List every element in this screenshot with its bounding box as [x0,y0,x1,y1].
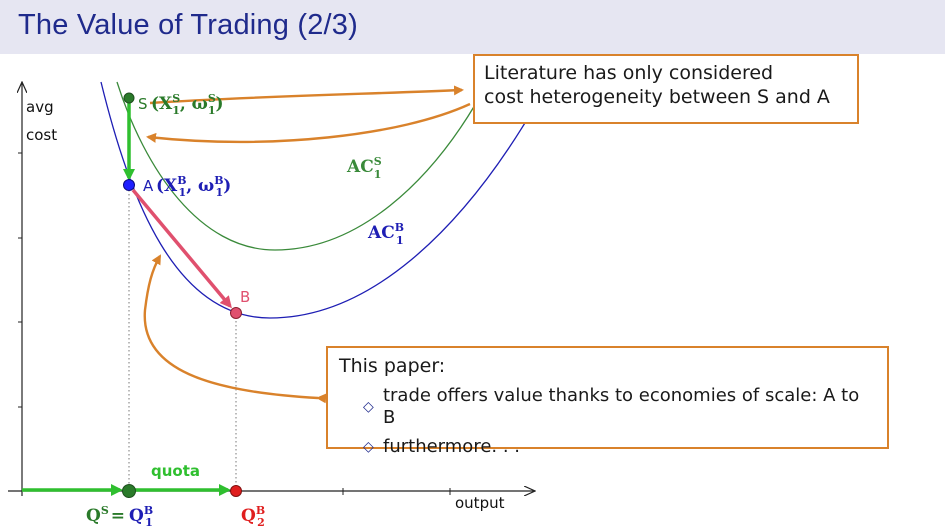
paper-bullet: ◇ furthermore. . . [363,436,876,458]
ac-b-curve [100,81,529,319]
point-q2 [230,485,242,497]
title-bar [0,0,945,54]
arrow-paper [143,254,327,404]
literature-line-1: Literature has only considered [484,62,774,84]
svg-text:S: S [138,95,148,113]
svg-text:(XB1, ωB1): (XB 1, ωB 1) [156,174,231,199]
point-s [123,92,135,104]
diamond-bullet-icon: ◇ [363,439,374,455]
diamond-bullet-icon: ◇ [363,399,374,415]
y-ticks [18,152,22,408]
slide-title: The Value of Trading (2/3) [18,9,358,41]
ac-b-label: ACB 1 [367,221,404,247]
ac-s-curve [116,81,476,251]
paper-heading: This paper: [339,355,446,377]
paper-box: This paper: ◇ trade offers value thanks … [326,346,889,457]
point-a [123,179,135,191]
paper-bullet-text: trade offers value thanks to economies o… [382,385,860,428]
arrow-literature-left [146,102,471,144]
literature-line-2: cost heterogeneity between S and A [484,86,830,108]
svg-text:(XS1, ωS1): (XS 1, ωS 1) [151,92,224,117]
x-axis-label: output [455,494,505,512]
point-qs [122,484,136,498]
paper-bullet: ◇ trade offers value thanks to economies… [363,385,876,429]
y-axis-label-cost: cost [26,126,57,144]
qs-equals-qb1-label: QS = QB 1 [86,504,153,529]
point-a-label: A (XB 1, ωB 1) [143,174,231,199]
quota-label: quota [151,462,200,480]
arrow-literature-right [149,85,464,105]
qb2-label: QB 2 [241,504,265,529]
y-axis-label-avg: avg [26,98,54,116]
svg-text:A: A [143,177,154,195]
literature-box: Literature has only considered cost hete… [473,54,859,124]
paper-bullet-text: furthermore. . . [383,436,521,457]
point-b-label: B [240,288,250,306]
point-b [230,307,242,319]
point-s-label: S (XS 1, ωS 1) [138,92,224,117]
ac-s-label: ACS 1 [346,155,382,181]
